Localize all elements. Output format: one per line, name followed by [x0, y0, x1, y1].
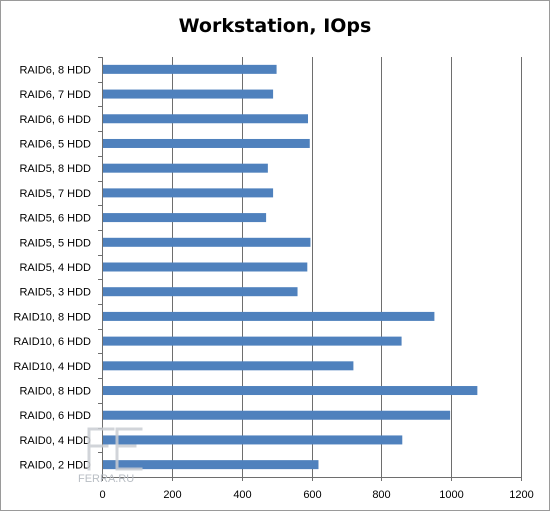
category-label: RAID5, 4 HDD: [19, 262, 91, 274]
x-tick-label: 1200: [509, 489, 533, 501]
x-tick-labels: 0 200 400 600 800 1000 1200: [99, 489, 533, 501]
category-label: RAID5, 5 HDD: [19, 237, 91, 249]
category-label: RAID6, 5 HDD: [19, 138, 91, 150]
category-label: RAID6, 6 HDD: [19, 114, 91, 126]
bar: [103, 64, 277, 74]
watermark-text: FERRA.RU: [78, 473, 134, 485]
category-label: RAID5, 7 HDD: [19, 188, 91, 200]
bar: [103, 138, 310, 148]
bar: [103, 311, 435, 321]
x-tick-label: 200: [163, 489, 181, 501]
chart-title: Workstation, IOps: [179, 15, 372, 37]
category-label: RAID5, 6 HDD: [19, 213, 91, 225]
bar: [103, 237, 311, 247]
category-label: RAID6, 7 HDD: [19, 89, 91, 101]
watermark: FERRA.RU: [78, 427, 143, 485]
bar: [103, 361, 354, 371]
category-label: RAID5, 3 HDD: [19, 287, 91, 299]
x-tick-label: 600: [303, 489, 321, 501]
ferra-logo-icon: [87, 427, 143, 471]
bars: [103, 64, 478, 470]
category-label: RAID6, 8 HDD: [19, 64, 91, 76]
bar: [103, 188, 274, 198]
category-label: RAID10, 4 HDD: [13, 361, 91, 373]
bar: [103, 336, 402, 346]
gridlines: [102, 57, 522, 481]
x-tick-label: 400: [233, 489, 251, 501]
category-labels: RAID6, 8 HDD RAID6, 7 HDD RAID6, 6 HDD RAID…: [13, 64, 91, 471]
category-label: RAID0, 8 HDD: [19, 386, 91, 398]
category-label: RAID0, 4 HDD: [19, 435, 91, 447]
category-label: RAID10, 6 HDD: [13, 336, 91, 348]
bar: [103, 435, 403, 445]
axes: [98, 57, 522, 478]
x-tick-label: 1000: [439, 489, 463, 501]
bar: [103, 287, 298, 297]
bar: [103, 460, 319, 470]
category-label: RAID0, 6 HDD: [19, 410, 91, 422]
category-label: RAID0, 2 HDD: [19, 460, 91, 472]
bar: [103, 410, 451, 420]
bar: [103, 386, 478, 396]
category-label: RAID10, 8 HDD: [13, 311, 91, 323]
x-tick-label: 0: [99, 489, 105, 501]
bar: [103, 114, 309, 124]
category-label: RAID5, 8 HDD: [19, 163, 91, 175]
x-tick-label: 800: [372, 489, 390, 501]
bar: [103, 262, 308, 272]
bar: [103, 89, 274, 99]
bar: [103, 213, 267, 223]
bar: [103, 163, 268, 173]
